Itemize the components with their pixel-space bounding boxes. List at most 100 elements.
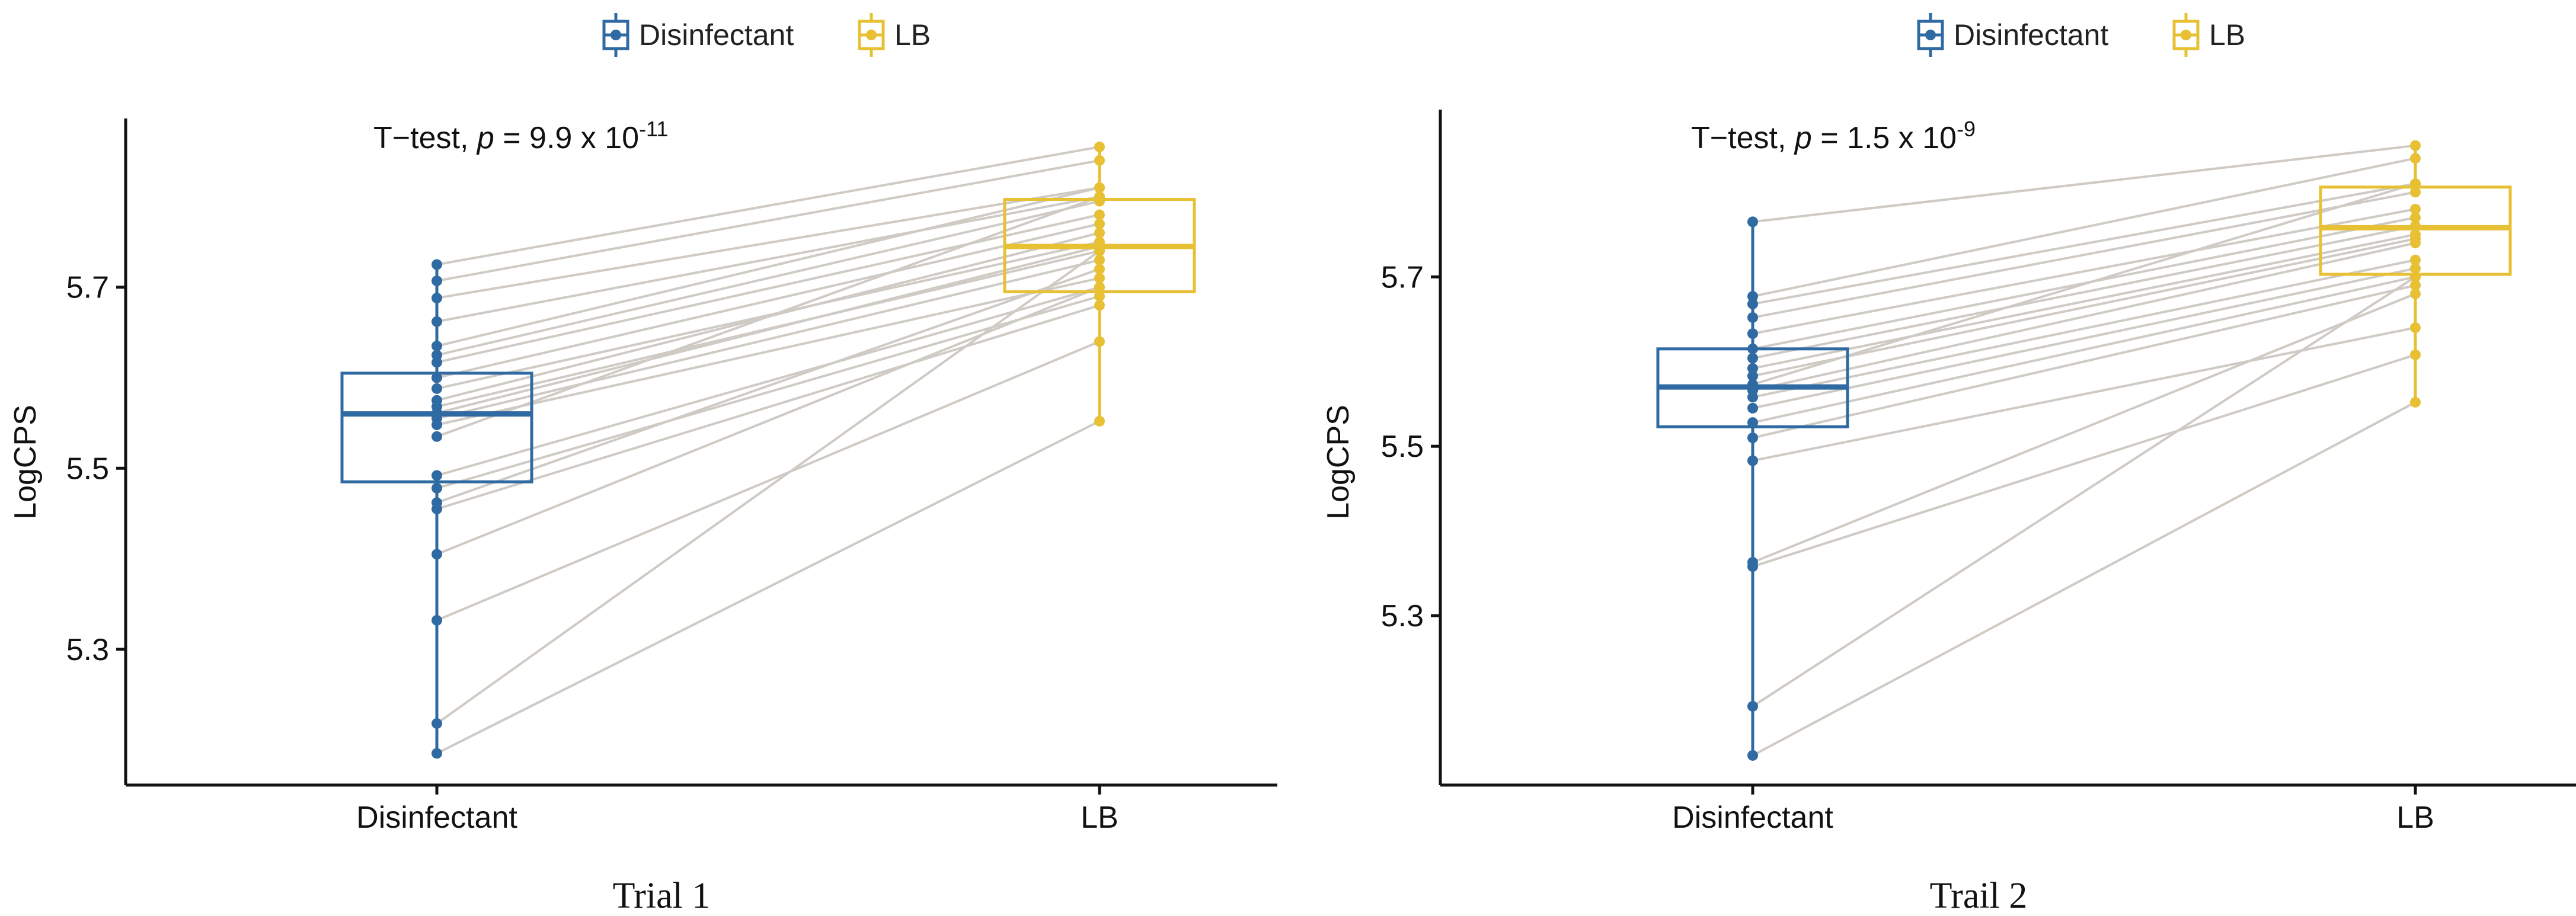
annotation-prefix: T−test,	[373, 121, 477, 155]
panel-trial-1: 5.3 5.5 5.7 Disinfectant LB T−test, p = 9.9 …	[8, 117, 1277, 916]
pair-line-7	[1752, 225, 2416, 360]
pair-line-5	[436, 186, 1100, 347]
lb-point-7	[2410, 220, 2421, 232]
lb-point-20	[2410, 396, 2421, 408]
lb-point-1	[1094, 141, 1105, 152]
x-tick-label: LB	[2396, 800, 2434, 835]
disinfectant-point-6	[1747, 343, 1758, 354]
disinfectant-point-15	[1747, 432, 1758, 443]
disinfectant-point-7	[1747, 353, 1758, 364]
y-axis-title: LogCPS	[1321, 405, 1356, 520]
lb-point-19	[2410, 271, 2421, 283]
lb-point-2	[2410, 153, 2421, 164]
legend-left-disinfectant-label: Disinfectant	[639, 18, 794, 52]
disinfectant-point-2	[432, 276, 442, 287]
data-points	[1747, 140, 2421, 761]
legend-right: Disinfectant LB	[1917, 13, 2245, 57]
pair-line-8	[436, 222, 1100, 379]
pair-line-2	[1752, 157, 2416, 298]
lb-point-18	[2410, 349, 2421, 360]
y-tick-label: 5.5	[1381, 430, 1424, 464]
lb-point-20	[1094, 281, 1105, 293]
y-axis-title: LogCPS	[8, 405, 43, 520]
lb-point-13	[2410, 263, 2421, 274]
paired-lines	[1752, 144, 2417, 757]
pair-line-2	[436, 159, 1100, 282]
lb-point-11	[2410, 238, 2421, 249]
disinfectant-point-8	[432, 372, 442, 383]
disinfectant-point-19	[1747, 701, 1758, 712]
lb-point-13	[1094, 254, 1105, 265]
legend-right-disinfectant-key	[1917, 13, 1944, 57]
legend-left: Disinfectant LB	[602, 13, 931, 57]
pair-line-22	[436, 249, 1101, 725]
data-points	[432, 141, 1105, 759]
disinfectant-point-17	[432, 482, 442, 494]
annotation-equals: =	[1812, 121, 1847, 155]
pair-line-18	[436, 268, 1100, 504]
legend-right-disinfectant-label: Disinfectant	[1954, 18, 2108, 52]
annotation-exponent: -11	[639, 117, 668, 141]
lb-point-18	[1094, 264, 1105, 275]
lb-point-22	[1094, 245, 1105, 257]
disinfectant-point-14	[1747, 417, 1758, 428]
lb-point-14	[1094, 273, 1105, 284]
disinfectant-point-9	[1747, 370, 1758, 382]
legend-left-lb-key	[858, 13, 885, 57]
annotation-prefix: T−test,	[1691, 121, 1795, 155]
pair-line-3	[436, 186, 1100, 300]
lb-point-16	[2410, 322, 2421, 334]
pair-line-12	[1752, 258, 2416, 399]
pair-line-4	[1752, 191, 2416, 319]
disinfectant-point-14	[432, 419, 442, 430]
pair-line-9	[1752, 238, 2416, 377]
annotation-mantissa: 1.5 x 10	[1847, 121, 1957, 155]
pair-line-5	[1752, 207, 2416, 335]
lb-point-21	[1094, 336, 1105, 347]
annotation-p-label: p	[1794, 121, 1812, 155]
paired-lines	[436, 145, 1101, 755]
disinfectant-point-2	[1747, 291, 1758, 302]
disinfectant-point-20	[1747, 750, 1758, 761]
disinfectant-point-23	[432, 748, 442, 759]
annotation-p-label: p	[476, 121, 494, 155]
pair-line-1	[436, 145, 1100, 266]
lb-point-7	[1094, 209, 1105, 220]
pair-line-3	[1752, 182, 2416, 306]
pair-line-23	[436, 420, 1100, 755]
pair-line-21	[436, 340, 1100, 622]
pair-line-8	[1752, 233, 2416, 370]
pair-line-15	[436, 196, 1100, 438]
pair-line-19	[436, 304, 1100, 510]
disinfectant-point-16	[432, 470, 442, 481]
pair-line-15	[1752, 284, 2416, 439]
lb-point-10	[1094, 228, 1105, 239]
y-tick-label: 5.3	[66, 633, 109, 667]
lb-point-6	[2410, 212, 2421, 223]
lb-point-15	[1094, 191, 1105, 202]
disinfectant-point-9	[432, 383, 442, 394]
disinfectant-point-3	[432, 293, 442, 304]
disinfectant-point-7	[432, 357, 442, 368]
pair-line-20	[1752, 401, 2416, 757]
pair-line-18	[1752, 353, 2416, 568]
lb-point-17	[1094, 291, 1105, 302]
disinfectant-point-5	[432, 341, 442, 352]
pair-line-13	[1752, 267, 2416, 409]
pair-line-1	[1752, 144, 2416, 223]
legend: Disinfectant LB Disinfectant	[602, 13, 2245, 57]
disinfectant-point-3	[1747, 299, 1758, 310]
disinfectant-point-13	[1747, 402, 1758, 414]
axes: 5.3 5.5 5.7 Disinfectant LB	[1381, 110, 2576, 835]
disinfectant-point-1	[432, 259, 442, 270]
y-tick-label: 5.5	[66, 451, 109, 486]
pair-line-10	[1752, 182, 2416, 386]
pair-line-4	[436, 195, 1100, 323]
disinfectant-point-18	[1747, 561, 1758, 572]
pair-line-11	[1752, 242, 2416, 392]
y-tick-label: 5.7	[1381, 260, 1424, 294]
disinfectant-point-16	[1747, 455, 1758, 466]
t-test-annotation: T−test, p = 9.9 x 10-11	[373, 117, 668, 155]
pair-line-13	[436, 258, 1100, 420]
disinfectant-point-22	[432, 718, 442, 729]
